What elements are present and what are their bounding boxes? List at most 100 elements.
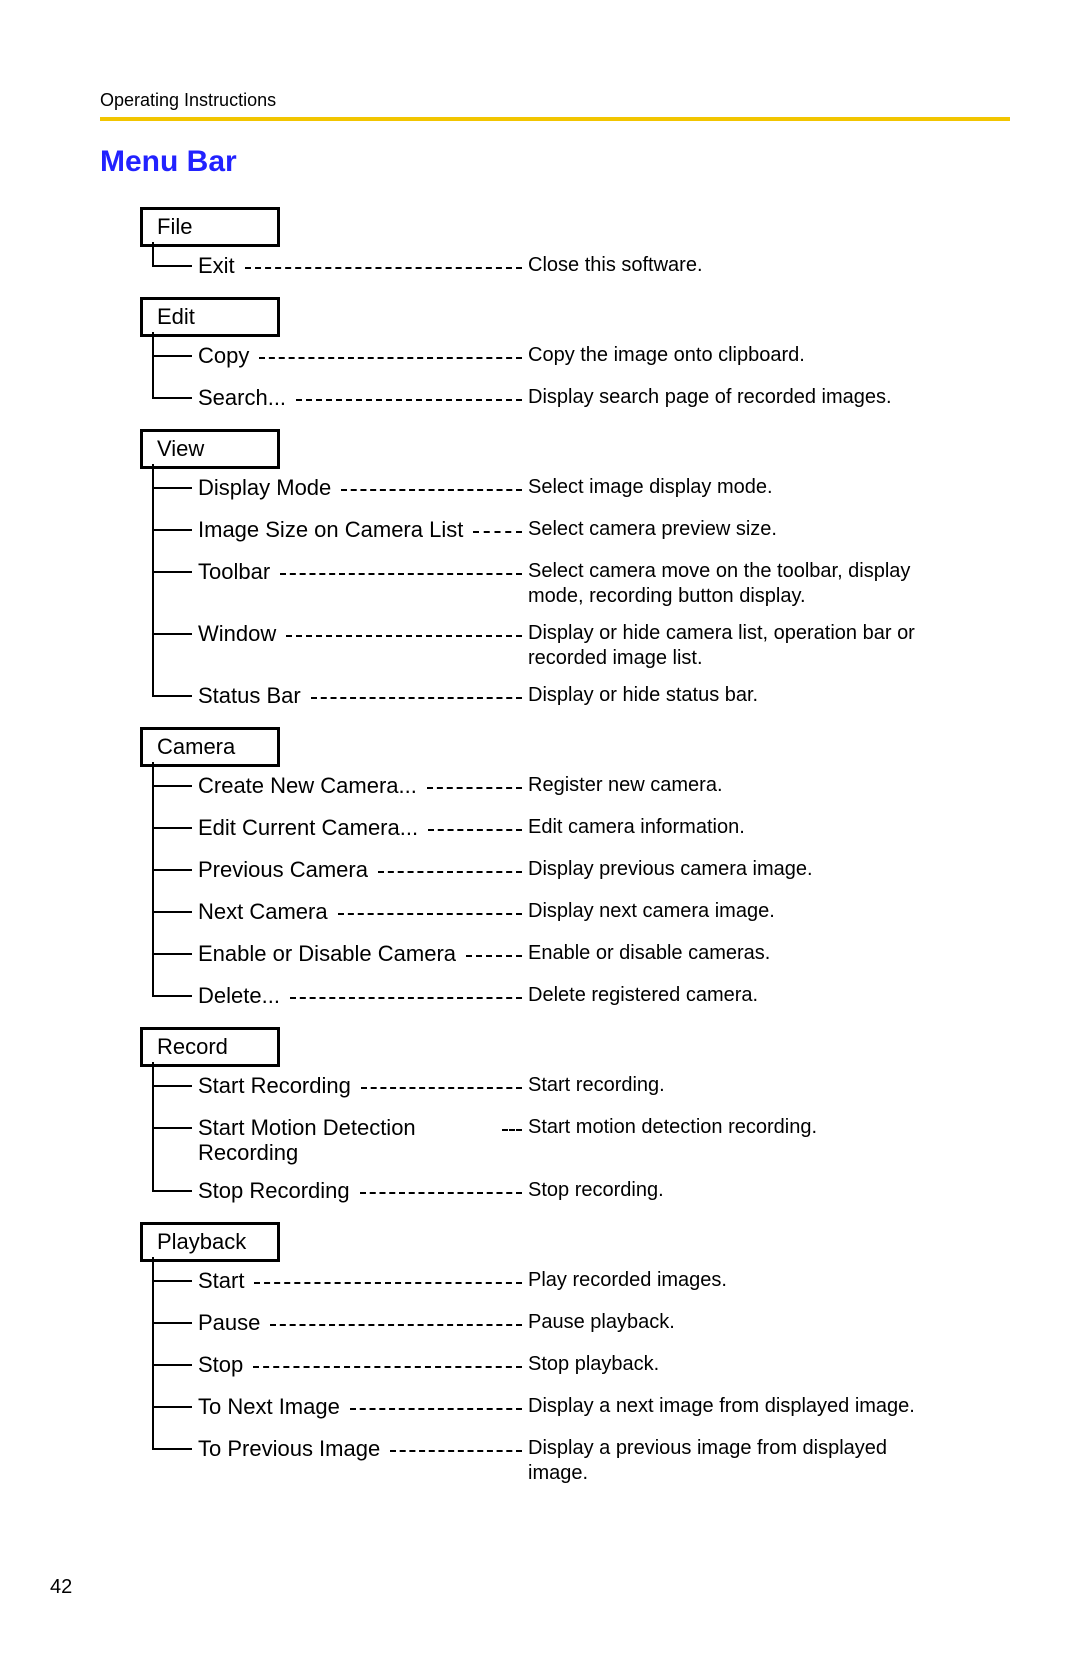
- menu-item-desc: Enable or disable cameras.: [528, 941, 918, 966]
- leader-line: [290, 997, 522, 999]
- leader-line: [270, 1324, 522, 1326]
- menu-item-label: Start Motion Detection Recording: [198, 1115, 492, 1166]
- menu-item-desc: Display previous camera image.: [528, 857, 918, 882]
- leader-line: [378, 871, 522, 873]
- menu-item-label: Edit Current Camera...: [198, 815, 418, 840]
- menu-item-label: Create New Camera...: [198, 773, 417, 798]
- menu-item-desc: Play recorded images.: [528, 1268, 918, 1293]
- menu-head: Playback: [140, 1222, 280, 1262]
- menu-item-label: To Previous Image: [198, 1436, 380, 1461]
- menu-item-left: Previous Camera: [198, 857, 528, 882]
- menu-item-desc: Display or hide status bar.: [528, 683, 918, 708]
- menu-item-row: ToolbarSelect camera move on the toolbar…: [198, 553, 1010, 615]
- menu-item-label: Stop Recording: [198, 1178, 350, 1203]
- menu-item-desc: Close this software.: [528, 253, 918, 278]
- menu-item-desc: Select camera preview size.: [528, 517, 918, 542]
- menu-items: Exit Close this software.: [152, 247, 1010, 289]
- page-title: Menu Bar: [100, 145, 1010, 179]
- menu-item-row: CopyCopy the image onto clipboard.: [198, 337, 1010, 379]
- menu-item-label: Display Mode: [198, 475, 331, 500]
- menu-item-desc: Select image display mode.: [528, 475, 918, 500]
- menu-item-desc: Display a next image from displayed imag…: [528, 1394, 918, 1419]
- menu-item-left: Window: [198, 621, 528, 646]
- menu-items: Start Play recorded images. PausePause pla…: [152, 1262, 1010, 1492]
- menu-item-left: Delete...: [198, 983, 528, 1008]
- menu-item-left: Next Camera: [198, 899, 528, 924]
- menu-item-row: Next Camera Display next camera image.: [198, 893, 1010, 935]
- menu-item-left: To Previous Image: [198, 1436, 528, 1461]
- menu-item-row: To Next Image Display a next image from d…: [198, 1388, 1010, 1430]
- leader-line: [390, 1450, 522, 1452]
- menu-item-left: Stop: [198, 1352, 528, 1377]
- menu-item-label: Image Size on Camera List: [198, 517, 463, 542]
- menu-item-row: To Previous ImageDisplay a previous imag…: [198, 1430, 1010, 1492]
- menu-item-row: Create New Camera... Register new camera.: [198, 767, 1010, 809]
- menu-item-left: Search...: [198, 385, 528, 410]
- menu-item-desc: Display search page of recorded images.: [528, 385, 918, 410]
- menu-item-label: To Next Image: [198, 1394, 340, 1419]
- leader-line: [253, 1366, 522, 1368]
- menu-item-desc: Register new camera.: [528, 773, 918, 798]
- menu-item-label: Start: [198, 1268, 244, 1293]
- menu-item-label: Delete...: [198, 983, 280, 1008]
- menu-item-row: Edit Current Camera...Edit camera inform…: [198, 809, 1010, 851]
- leader-line: [428, 829, 522, 831]
- leader-line: [286, 635, 522, 637]
- menu-items: CopyCopy the image onto clipboard.Search…: [152, 337, 1010, 421]
- menu-item-row: Start Motion Detection Recording Start mo…: [198, 1109, 1010, 1172]
- menu-item-label: Status Bar: [198, 683, 301, 708]
- menu-item-left: Edit Current Camera...: [198, 815, 528, 840]
- menu-item-label: Next Camera: [198, 899, 328, 924]
- menu-item-row: Enable or Disable Camera Enable or disabl…: [198, 935, 1010, 977]
- leader-line: [245, 267, 522, 269]
- menu-item-row: Previous Camera Display previous camera i…: [198, 851, 1010, 893]
- menu-item-left: Toolbar: [198, 559, 528, 584]
- menu-item-row: Status Bar Display or hide status bar.: [198, 677, 1010, 719]
- menu-item-label: Exit: [198, 253, 235, 278]
- leader-line: [259, 357, 522, 359]
- leader-line: [311, 697, 522, 699]
- menu-item-label: Copy: [198, 343, 249, 368]
- menu-head: File: [140, 207, 280, 247]
- leader-line: [254, 1282, 522, 1284]
- menu-item-desc: Start recording.: [528, 1073, 918, 1098]
- menu-item-row: PausePause playback.: [198, 1304, 1010, 1346]
- menu-item-row: Stop Recording Stop recording.: [198, 1172, 1010, 1214]
- leader-line: [350, 1408, 522, 1410]
- menu-item-left: Display Mode: [198, 475, 528, 500]
- leader-line: [502, 1129, 522, 1131]
- menu-item-desc: Delete registered camera.: [528, 983, 918, 1008]
- menu-item-left: Stop Recording: [198, 1178, 528, 1203]
- menu-item-row: Image Size on Camera List Select camera p…: [198, 511, 1010, 553]
- menu-item-desc: Stop recording.: [528, 1178, 918, 1203]
- menu-item-left: Exit: [198, 253, 528, 278]
- menu-item-left: Start Motion Detection Recording: [198, 1115, 528, 1166]
- menu-item-label: Enable or Disable Camera: [198, 941, 456, 966]
- menu-tree: FileExitClose this software.EditCopyCopy…: [130, 199, 1010, 1492]
- menu-item-desc: Start motion detection recording.: [528, 1115, 918, 1140]
- menu-head: Edit: [140, 297, 280, 337]
- menu-item-row: Exit Close this software.: [198, 247, 1010, 289]
- leader-line: [473, 531, 522, 533]
- menu-head: Camera: [140, 727, 280, 767]
- menu-item-desc: Pause playback.: [528, 1310, 918, 1335]
- menu-item-row: Delete... Delete registered camera.: [198, 977, 1010, 1019]
- menu-item-desc: Display next camera image.: [528, 899, 918, 924]
- leader-line: [361, 1087, 522, 1089]
- header-rule: [100, 117, 1010, 121]
- leader-line: [360, 1192, 522, 1194]
- menu-item-label: Previous Camera: [198, 857, 368, 882]
- page-number: 42: [50, 1576, 72, 1599]
- leader-line: [280, 573, 522, 575]
- menu-item-label: Search...: [198, 385, 286, 410]
- leader-line: [296, 399, 522, 401]
- menu-item-left: Start: [198, 1268, 528, 1293]
- leader-line: [338, 913, 522, 915]
- menu-item-left: Enable or Disable Camera: [198, 941, 528, 966]
- page: Operating Instructions Menu Bar FileExit…: [0, 0, 1080, 1669]
- menu-item-desc: Display or hide camera list, operation b…: [528, 621, 918, 671]
- menu-items: Display Mode Select image display mode. Im…: [152, 469, 1010, 719]
- menu-item-row: Search... Display search page of recorded…: [198, 379, 1010, 421]
- leader-line: [427, 787, 522, 789]
- leader-line: [341, 489, 522, 491]
